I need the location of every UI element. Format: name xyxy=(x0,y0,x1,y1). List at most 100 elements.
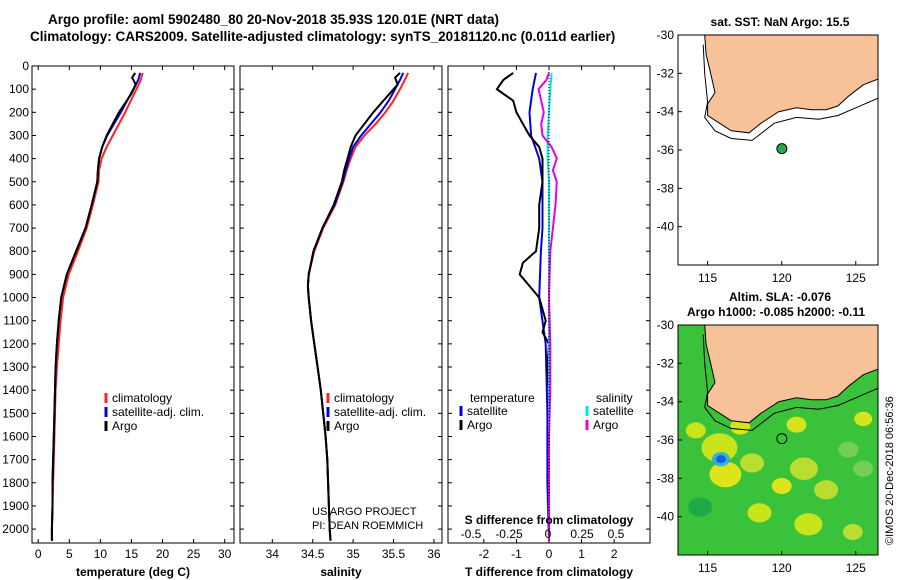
map_sla-sla-anomaly xyxy=(685,422,706,439)
depth-tick-label: 1900 xyxy=(2,499,29,513)
map_sla-sla-anomaly xyxy=(814,480,839,500)
map_sla-ytick-label: -30 xyxy=(657,318,675,332)
depth-tick-label: 0 xyxy=(22,59,29,73)
map_sla-ytick-label: -32 xyxy=(657,356,675,370)
map_sst-ytick-label: -36 xyxy=(657,143,675,157)
map_sla-sla-anomaly xyxy=(701,433,738,463)
map_sst-xtick-label: 120 xyxy=(772,271,792,285)
map_sla-float-marker xyxy=(776,433,788,445)
temperature-xtick-label: 20 xyxy=(156,547,170,561)
temperature-xtick-label: 5 xyxy=(66,547,73,561)
temperature-xtick-label: 10 xyxy=(94,547,108,561)
map_sst-map-body xyxy=(678,35,878,265)
depth-tick-label: 500 xyxy=(9,175,29,189)
map-sst-title: sat. SST: NaN Argo: 15.5 xyxy=(711,15,850,29)
salinity-xtick-label: 34 xyxy=(266,547,280,561)
map_sla-ytick-label: -40 xyxy=(657,510,675,524)
temperature-xlabel: temperature (deg C) xyxy=(76,565,190,579)
depth-tick-label: 900 xyxy=(9,267,29,281)
temperature-chart: 0100200300400500600700800900100011001200… xyxy=(2,59,235,579)
salinity-series-argo xyxy=(306,72,401,541)
map_sst-shelf-contour xyxy=(702,44,878,141)
map_sla-ytick-label: -36 xyxy=(657,433,675,447)
temp-legend-1-label: satellite-adj. clim. xyxy=(112,405,204,419)
map_sst-ytick-label: -32 xyxy=(657,66,675,80)
differences-secondary-xtick-label: -0.5 xyxy=(461,527,482,541)
map_sla-sla-anomaly xyxy=(853,460,874,477)
depth-tick-label: 1100 xyxy=(3,314,29,328)
depth-tick-label: 1000 xyxy=(2,291,29,305)
diff-legend-temp-argo-label: Argo xyxy=(467,418,493,432)
map_sla-sla-anomaly xyxy=(794,513,823,536)
map_sla-sla-anomaly xyxy=(786,416,807,433)
temperature-xtick-label: 0 xyxy=(35,547,42,561)
temp-legend-2-label: Argo xyxy=(112,419,138,433)
map-sla-title-line1: Altim. SLA: -0.076 xyxy=(729,290,831,304)
depth-tick-label: 100 xyxy=(9,82,29,96)
depth-tick-label: 1200 xyxy=(2,337,29,351)
map_sst-ytick-label: -38 xyxy=(657,181,675,195)
map_sla-ytick-label: -38 xyxy=(657,471,675,485)
map_sla-land xyxy=(678,325,878,424)
differences-series-salinity-argo xyxy=(537,72,558,541)
depth-tick-label: 1800 xyxy=(2,476,29,490)
differences-series-temperature-satellite xyxy=(528,72,550,541)
salinity-xtick-label: 34.5 xyxy=(301,547,325,561)
temperature-xtick-label: 30 xyxy=(218,547,232,561)
map_sst-panel: 115 120 125 -30 -32 -34 -36 -38 -40 xyxy=(657,28,879,285)
sal-legend-0-label: climatology xyxy=(334,391,394,405)
temp-legend-0-label: climatology xyxy=(112,391,172,405)
salinity-frame xyxy=(239,65,443,544)
map_sst-ytick-label: -30 xyxy=(657,28,675,42)
salinity-annotation-line1: US ARGO PROJECT xyxy=(312,506,417,518)
depth-tick-label: 1700 xyxy=(2,453,29,467)
differences-secondary-xtick-label: 0.5 xyxy=(608,527,625,541)
map_sst-west-ocean xyxy=(678,35,704,265)
map-credit: ©IMOS 20-Dec-2018 06:56:36 xyxy=(884,396,896,545)
salinity-annotation-line2: PI: DEAN ROEMMICH xyxy=(312,520,423,532)
depth-tick-label: 1600 xyxy=(2,429,29,443)
map_sla-sla-anomaly xyxy=(740,453,765,473)
sal-legend-1-label: satellite-adj. clim. xyxy=(334,405,426,419)
map_sla-sla-anomaly xyxy=(854,411,873,427)
temperature-series-argo xyxy=(50,72,137,541)
map_sla-shelf-contour xyxy=(702,334,878,431)
figure-title-line2: Climatology: CARS2009. Satellite-adjuste… xyxy=(30,29,616,44)
salinity-xlabel: salinity xyxy=(320,565,362,579)
depth-tick-label: 300 xyxy=(9,128,29,142)
map_sla-sla-anomaly xyxy=(709,461,742,488)
map_sla-xtick-label: 115 xyxy=(698,561,717,575)
map_sla-sla-anomaly xyxy=(842,524,863,540)
diff-legend-sal-sat-label: satellite xyxy=(593,404,634,418)
salinity-xtick-label: 35 xyxy=(346,547,360,561)
salinity-xtick-label: 35.5 xyxy=(382,547,406,561)
map_sla-sla-anomaly xyxy=(688,497,713,517)
map_sla-xtick-label: 125 xyxy=(846,561,866,575)
map_sla-panel: 115 120 125 -30 -32 -34 -36 -38 -40 xyxy=(657,318,879,575)
differences-xtick-label: 2 xyxy=(611,547,618,561)
diff-legend-salinity-title: salinity xyxy=(596,391,633,405)
map_sla-sla-anomaly xyxy=(789,457,818,480)
map_sst-xtick-label: 115 xyxy=(698,271,717,285)
depth-tick-label: 1400 xyxy=(2,383,29,397)
map-sla-title-line2: Argo h1000: -0.085 h2000: -0.11 xyxy=(687,305,865,319)
differences-secondary-xlabel: S difference from climatology xyxy=(465,513,634,527)
salinity-xtick-label: 36 xyxy=(427,547,441,561)
differences-series-temperature-argo xyxy=(495,72,551,541)
depth-tick-label: 200 xyxy=(9,105,29,119)
differences-chart: -2 -1 0 1 2 T difference from climatology xyxy=(447,65,651,579)
differences-xlabel: T difference from climatology xyxy=(465,565,633,579)
map_sst-land xyxy=(678,35,878,134)
depth-tick-label: 1500 xyxy=(2,406,29,420)
map_sla-sla-low-core xyxy=(715,455,726,464)
differences-xtick-label: 0 xyxy=(546,547,553,561)
map_sst-xtick-label: 125 xyxy=(846,271,866,285)
depth-tick-label: 400 xyxy=(9,152,29,166)
diff-legend-temperature-title: temperature xyxy=(470,391,535,405)
differences-secondary-xtick-label: 0.25 xyxy=(570,527,594,541)
diff-legend-sal-argo-label: Argo xyxy=(593,418,619,432)
temperature-frame xyxy=(31,65,235,544)
depth-tick-label: 800 xyxy=(9,244,29,258)
